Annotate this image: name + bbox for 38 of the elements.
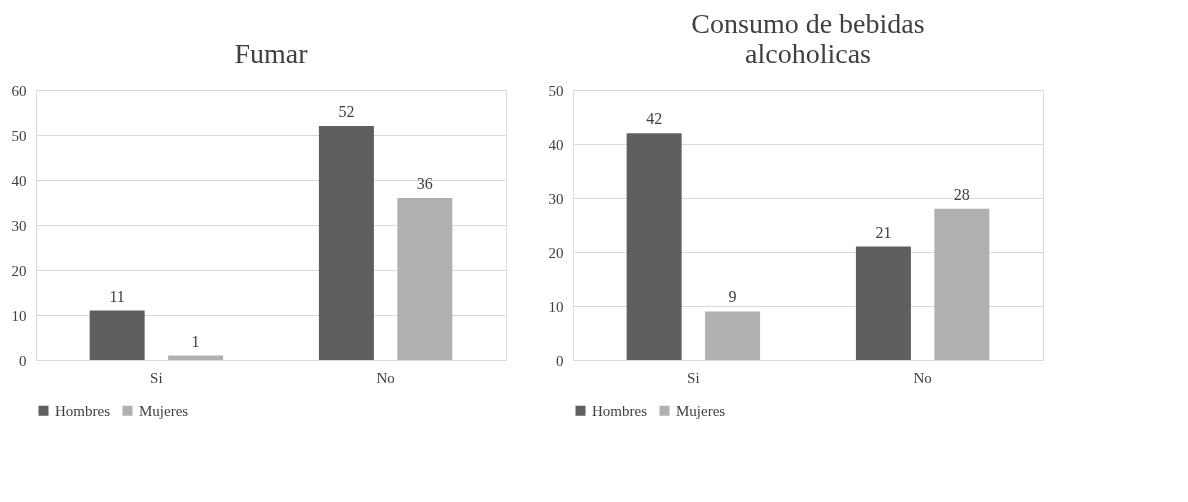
legend-label: Hombres [592,402,648,419]
bar [89,310,145,360]
y-tick-label: 0 [19,352,27,369]
data-label: 42 [646,110,663,128]
data-label: 11 [109,287,125,305]
bar [626,133,682,360]
bar [934,208,990,360]
x-tick-label: Si [687,369,700,386]
bar [397,198,453,360]
data-label: 9 [728,288,737,306]
y-tick-label: 20 [11,262,27,279]
y-tick-label: 50 [548,82,564,99]
y-tick-label: 10 [548,298,564,315]
chart-title: Consumo de bebidas alcoholicas [691,8,925,69]
y-tick-label: 20 [548,244,564,261]
data-label: 21 [875,223,892,241]
data-label: 1 [191,332,200,350]
chart-title: Fumar [234,38,309,69]
legend-label: Mujeres [139,402,189,419]
y-tick-label: 0 [556,352,564,369]
legend-label: Hombres [55,402,111,419]
y-tick-label: 50 [11,127,27,144]
data-label: 28 [953,185,970,203]
data-label: 36 [416,175,433,192]
y-tick-label: 30 [548,190,564,207]
y-tick-label: 40 [11,172,27,189]
y-tick-label: 10 [11,307,27,324]
y-tick-label: 60 [11,82,27,99]
data-label: 52 [338,103,355,120]
legend-label: Mujeres [676,402,726,419]
bar [855,246,911,360]
y-tick-label: 30 [11,217,27,234]
x-tick-label: No [376,369,395,386]
y-tick-label: 40 [548,136,564,153]
x-tick-label: Si [150,369,163,386]
bar [318,126,374,360]
bar [705,311,761,360]
x-tick-label: No [913,369,932,386]
